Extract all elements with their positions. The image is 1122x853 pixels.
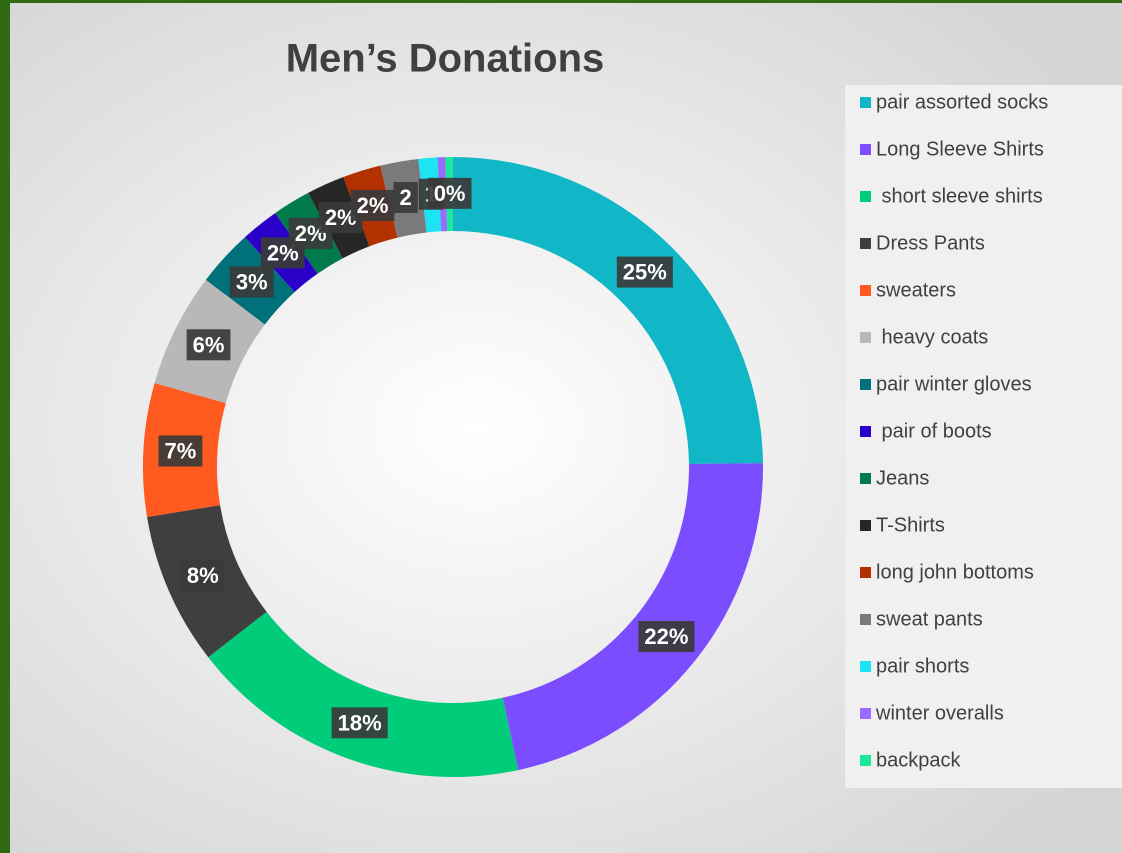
legend-swatch: [860, 97, 871, 108]
data-label-box: [638, 621, 695, 653]
data-label-text: 3%: [236, 269, 268, 294]
chart: Men’s Donations 25%22%18%8%7%6%3%2%2%2% 2…: [10, 3, 1122, 853]
data-label: 0%: [427, 177, 472, 209]
donut-segment: [502, 463, 763, 771]
data-label-text: 25%: [623, 260, 667, 285]
data-label-text: 8%: [187, 563, 219, 588]
legend-swatch: [860, 238, 871, 249]
legend-swatch: [860, 285, 871, 296]
legend-swatch: [860, 426, 871, 437]
data-label-text: 7%: [165, 439, 197, 464]
data-label-box: [180, 559, 225, 591]
data-label-box: [350, 189, 395, 221]
data-label-text: 22%: [644, 624, 688, 649]
legend-swatch: [860, 661, 871, 672]
legend-label: sweat pants: [876, 608, 983, 630]
data-label: 3%: [229, 266, 274, 298]
data-label-box: [616, 256, 673, 288]
legend-swatch: [860, 379, 871, 390]
data-label: 7%: [158, 435, 203, 467]
legend-label: pair shorts: [876, 655, 969, 677]
data-label-text: 18%: [338, 710, 382, 735]
legend-label: sweaters: [876, 279, 956, 301]
legend-label: Long Sleeve Shirts: [876, 138, 1044, 160]
legend-label: T-Shirts: [876, 514, 945, 536]
data-label-box: [229, 266, 274, 298]
legend-label: pair of boots: [876, 420, 992, 442]
legend-label: long john bottoms: [876, 561, 1034, 583]
data-label: 6%: [186, 329, 231, 361]
legend-label: Jeans: [876, 467, 929, 489]
legend-swatch: [860, 708, 871, 719]
data-label-box: [393, 181, 418, 213]
data-label-box: [186, 329, 231, 361]
legend-swatch: [860, 473, 871, 484]
legend-label: pair winter gloves: [876, 373, 1032, 395]
data-label: 8%: [180, 559, 225, 591]
data-label-text: 6%: [193, 332, 225, 357]
data-label-text: 2%: [357, 193, 389, 218]
data-label-box: [158, 435, 203, 467]
legend-swatch: [860, 191, 871, 202]
legend-label: backpack: [876, 749, 961, 771]
data-label-box: [427, 177, 472, 209]
data-label-box: [331, 707, 388, 739]
donut-segment: [453, 157, 763, 465]
data-label: 2: [393, 181, 418, 213]
legend-swatch: [860, 567, 871, 578]
data-label: 18%: [331, 707, 388, 739]
data-label-text: 0%: [434, 181, 466, 206]
legend-label: winter overalls: [875, 702, 1004, 724]
data-label: 22%: [638, 621, 695, 653]
legend-label: heavy coats: [876, 326, 988, 348]
legend-box: [845, 85, 1122, 788]
data-label: 2%: [260, 237, 305, 269]
legend-swatch: [860, 144, 871, 155]
data-label: 25%: [616, 256, 673, 288]
legend-label: short sleeve shirts: [876, 185, 1043, 207]
legend-label: pair assorted socks: [876, 91, 1048, 113]
legend-label: Dress Pants: [876, 232, 985, 254]
chart-title: Men’s Donations: [286, 37, 605, 81]
data-label: 2%: [350, 189, 395, 221]
data-label-text: 2: [399, 185, 411, 210]
legend-swatch: [860, 614, 871, 625]
donut-segment: [208, 611, 519, 777]
legend-swatch: [860, 332, 871, 343]
legend-swatch: [860, 520, 871, 531]
legend-swatch: [860, 755, 871, 766]
